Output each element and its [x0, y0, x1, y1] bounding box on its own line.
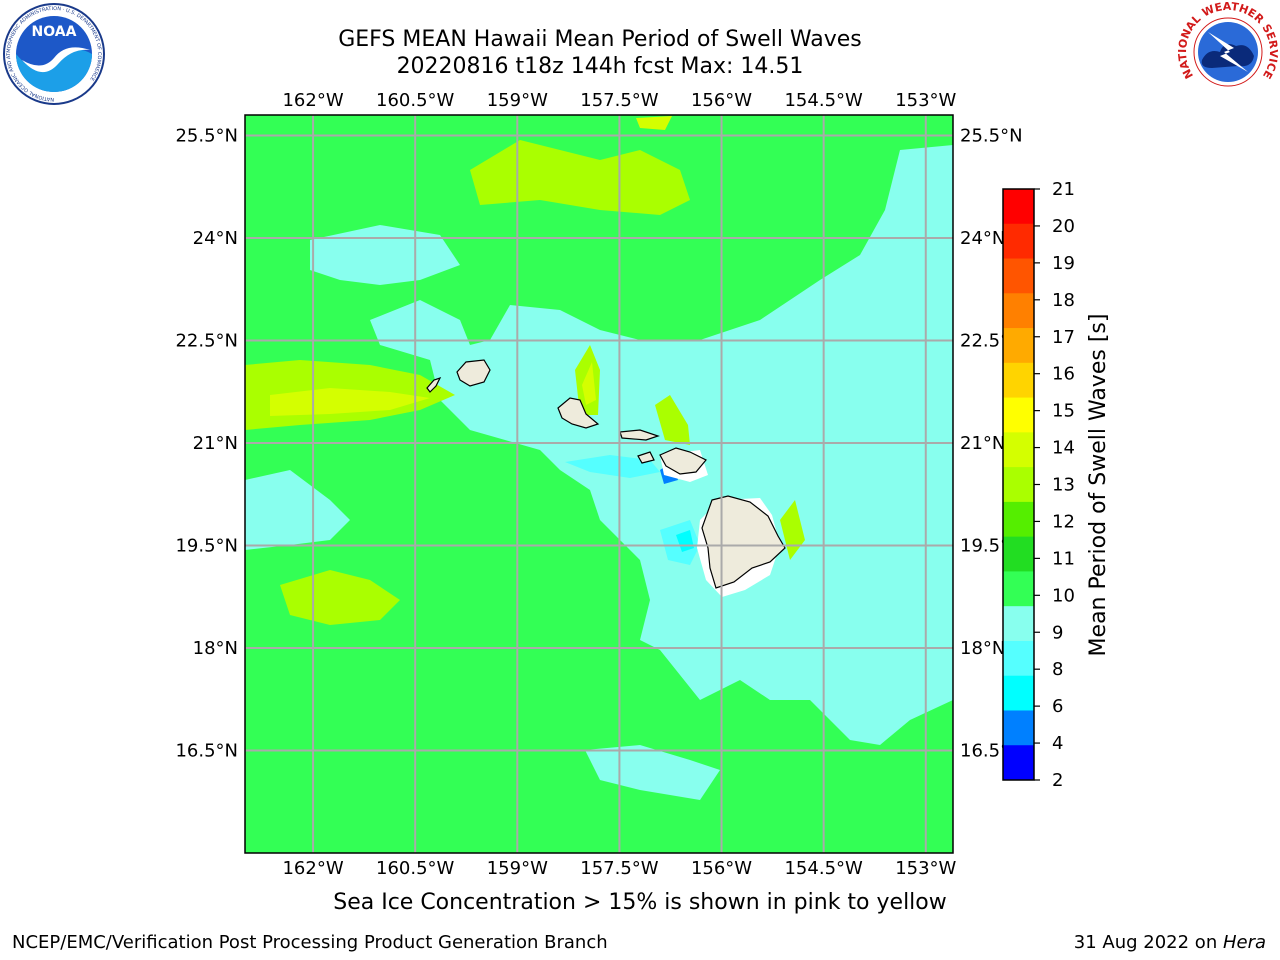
- lon-tick-label: 157.5°W: [580, 90, 659, 111]
- colorbar: 21 20 19 18 17 16 15 14 13 12 11 10 9 8 6 4 2: [1002, 179, 1075, 791]
- colorbar-tick-label: 15: [1052, 401, 1075, 422]
- swell-contour-9-10: [245, 470, 350, 550]
- colorbar-tick-label: 10: [1052, 585, 1075, 606]
- chart-subtitle: 20220816 t18z 144h fcst Max: 14.51: [396, 54, 804, 79]
- colorbar-segment: [1003, 640, 1034, 677]
- island-maui: [659, 447, 707, 475]
- swell-contour-9-10: [310, 225, 460, 285]
- footer-date-text: 31 Aug 2022 on: [1073, 932, 1223, 953]
- colorbar-tick-label: 20: [1052, 216, 1075, 237]
- colorbar-segment: [1003, 710, 1034, 746]
- swell-contour-9-10: [370, 145, 953, 745]
- island-niihau: [426, 376, 442, 393]
- colorbar-segment: [1003, 536, 1034, 572]
- colorbar-segment: [1003, 432, 1034, 468]
- swell-contour-13-14: [582, 362, 596, 405]
- swell-contour-12-13: [655, 395, 690, 445]
- lon-tick-label: 160.5°W: [376, 858, 455, 879]
- colorbar-label: Mean Period of Swell Waves [s]: [1086, 314, 1111, 657]
- lat-tick-label: 18°N: [193, 638, 238, 659]
- lat-labels-left: 25.5°N 24°N 22.5°N 21°N 19.5°N 18°N 16.5°N: [175, 126, 238, 762]
- colorbar-tick-label: 9: [1052, 622, 1063, 643]
- lat-tick-label: 21°N: [193, 433, 238, 454]
- lat-tick-label: 25.5°N: [960, 126, 1023, 147]
- map-plot-area: [245, 115, 953, 853]
- island-lanai: [637, 451, 655, 464]
- colorbar-segment: [1003, 328, 1034, 364]
- colorbar-segment: [1003, 606, 1034, 642]
- lat-tick-label: 24°N: [960, 228, 1005, 249]
- colorbar-segment: [1003, 397, 1034, 433]
- colorbar-tick-label: 12: [1052, 511, 1075, 532]
- lat-tick-label: 16.5°N: [175, 741, 238, 762]
- lat-tick-label: 19.5°N: [175, 536, 238, 557]
- lon-tick-label: 157.5°W: [580, 858, 659, 879]
- lon-tick-label: 162°W: [282, 90, 343, 111]
- chart-title: GEFS MEAN Hawaii Mean Period of Swell Wa…: [338, 27, 862, 52]
- colorbar-tick-label: 8: [1052, 659, 1063, 680]
- colorbar-segment: [1003, 745, 1034, 781]
- colorbar-tick-label: 2: [1052, 770, 1063, 791]
- colorbar-tick-label: 13: [1052, 475, 1075, 496]
- colorbar-segment: [1003, 675, 1034, 711]
- colorbar-tick-label: 6: [1052, 696, 1063, 717]
- nws-logo-icon: NATIONAL WEATHER SERVICE: [1178, 2, 1278, 100]
- map-gridlines: [245, 115, 953, 853]
- lat-tick-label: 25.5°N: [175, 126, 238, 147]
- colorbar-tick-label: 18: [1052, 290, 1075, 311]
- footer-date: 31 Aug 2022 on Hera: [1074, 932, 1266, 953]
- lon-tick-label: 153°W: [895, 858, 956, 879]
- lon-tick-label: 156°W: [691, 90, 752, 111]
- colorbar-tick-label: 16: [1052, 364, 1075, 385]
- colorbar-tick-label: 11: [1052, 548, 1075, 569]
- lon-tick-label: 156°W: [691, 858, 752, 879]
- colorbar-tick-label: 14: [1052, 438, 1075, 459]
- colorbar-segment: [1003, 223, 1034, 260]
- swell-contour-13-14: [636, 116, 672, 130]
- colorbar-tick-label: 4: [1052, 733, 1063, 754]
- colorbar-segment: [1003, 293, 1034, 329]
- footer-branch: NCEP/EMC/Verification Post Processing Pr…: [12, 932, 608, 953]
- swell-contour-12-13: [470, 140, 690, 215]
- colorbar-segment: [1003, 501, 1034, 538]
- colorbar-tick-label: 21: [1052, 179, 1075, 200]
- lon-tick-label: 162°W: [282, 858, 343, 879]
- lat-tick-label: 24°N: [193, 228, 238, 249]
- lat-tick-label: 22.5°N: [175, 331, 238, 352]
- noaa-logo-text: NOAA: [32, 24, 77, 40]
- island-oahu: [557, 397, 600, 429]
- island-kauai: [456, 359, 491, 387]
- colorbar-tick-label: 19: [1052, 253, 1075, 274]
- lon-tick-label: 153°W: [895, 90, 956, 111]
- lat-tick-label: 21°N: [960, 433, 1005, 454]
- colorbar-segment: [1003, 362, 1034, 399]
- swell-contour-12-13: [280, 570, 400, 625]
- colorbar-segment: [1003, 258, 1034, 294]
- lon-tick-label: 154.5°W: [784, 90, 863, 111]
- lon-labels-top: 162°W 160.5°W 159°W 157.5°W 156°W 154.5°W 153°…: [282, 90, 956, 111]
- colorbar-segment: [1003, 467, 1034, 503]
- colorbar-tick-label: 17: [1052, 327, 1075, 348]
- lon-tick-label: 160.5°W: [376, 90, 455, 111]
- lon-labels-bottom: 162°W 160.5°W 159°W 157.5°W 156°W 154.5°W 153°…: [282, 858, 956, 879]
- lon-tick-label: 159°W: [487, 858, 548, 879]
- swell-contour-8-9: [565, 455, 660, 478]
- island-hawaii: [701, 495, 786, 589]
- lon-tick-label: 154.5°W: [784, 858, 863, 879]
- sea-ice-note: Sea Ice Concentration > 15% is shown in …: [333, 890, 947, 915]
- footer-host: Hera: [1222, 932, 1266, 953]
- noaa-logo-icon: NOAA NATIONAL OCEANIC AND ATMOSPHERIC AD…: [3, 3, 105, 105]
- lat-tick-label: 18°N: [960, 638, 1005, 659]
- colorbar-segment: [1003, 189, 1034, 225]
- lon-tick-label: 159°W: [487, 90, 548, 111]
- island-molokai: [619, 429, 660, 441]
- map-frame: [244, 114, 954, 854]
- swell-contour-13-14: [270, 388, 430, 416]
- colorbar-segment: [1003, 571, 1034, 607]
